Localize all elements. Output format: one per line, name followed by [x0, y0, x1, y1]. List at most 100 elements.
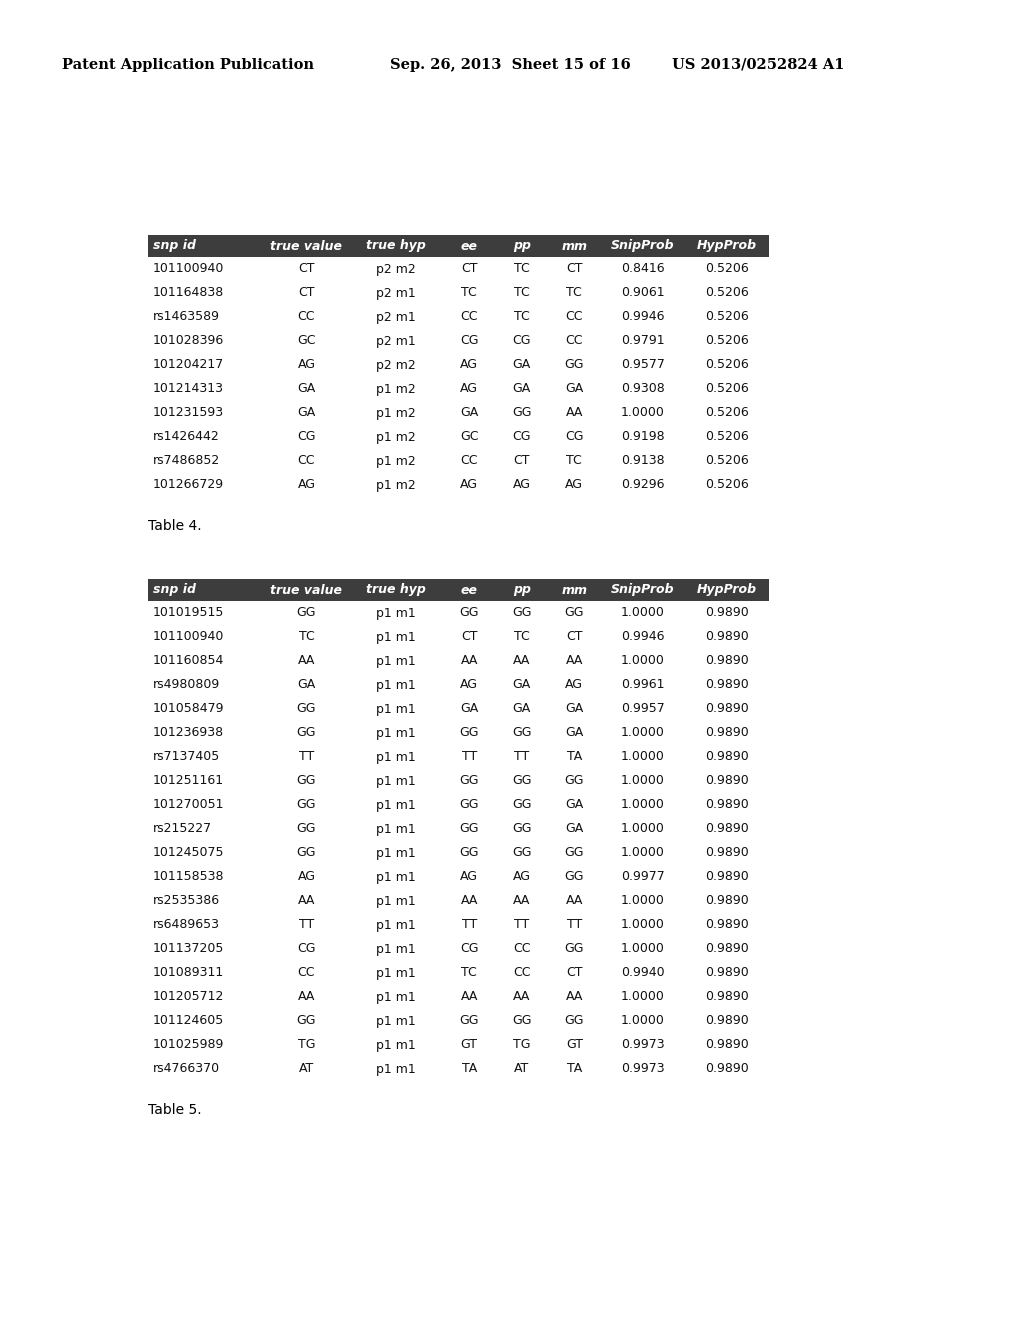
- Text: GA: GA: [565, 383, 584, 396]
- Text: rs4766370: rs4766370: [153, 1063, 220, 1076]
- Bar: [148, 579, 768, 601]
- Bar: [148, 401, 768, 425]
- Text: p1 m1: p1 m1: [377, 751, 416, 763]
- Text: 1.0000: 1.0000: [621, 895, 665, 908]
- Bar: [148, 770, 768, 793]
- Text: GA: GA: [460, 702, 478, 715]
- Text: p1 m1: p1 m1: [377, 606, 416, 619]
- Text: AA: AA: [565, 655, 583, 668]
- Text: 1.0000: 1.0000: [621, 1015, 665, 1027]
- Bar: [148, 865, 768, 888]
- Text: 1.0000: 1.0000: [621, 751, 665, 763]
- Text: p1 m1: p1 m1: [377, 895, 416, 908]
- Text: GG: GG: [512, 407, 531, 420]
- Text: GG: GG: [460, 799, 479, 812]
- Text: 0.9973: 0.9973: [621, 1063, 665, 1076]
- Text: AG: AG: [297, 870, 315, 883]
- Text: 1.0000: 1.0000: [621, 606, 665, 619]
- Bar: [148, 257, 768, 281]
- Text: TG: TG: [513, 1039, 530, 1052]
- Bar: [148, 1034, 768, 1057]
- Text: 0.9961: 0.9961: [621, 678, 665, 692]
- Text: p1 m2: p1 m2: [377, 454, 416, 467]
- Text: GG: GG: [564, 606, 584, 619]
- Text: rs4980809: rs4980809: [153, 678, 220, 692]
- Text: AA: AA: [513, 895, 530, 908]
- Text: TC: TC: [514, 286, 529, 300]
- Text: CT: CT: [298, 286, 314, 300]
- Bar: [148, 425, 768, 449]
- Text: 101058479: 101058479: [153, 702, 224, 715]
- Text: 101214313: 101214313: [153, 383, 224, 396]
- Bar: [148, 937, 768, 961]
- Text: GG: GG: [564, 846, 584, 859]
- Text: TA: TA: [462, 1063, 477, 1076]
- Text: 0.5206: 0.5206: [705, 334, 749, 347]
- Text: GG: GG: [297, 775, 316, 788]
- Text: mm: mm: [561, 239, 588, 252]
- Text: 0.9946: 0.9946: [621, 631, 665, 644]
- Text: AG: AG: [460, 359, 478, 371]
- Text: GG: GG: [297, 726, 316, 739]
- Text: CT: CT: [461, 263, 477, 276]
- Text: TT: TT: [299, 751, 314, 763]
- Bar: [148, 473, 768, 498]
- Text: TA: TA: [566, 1063, 582, 1076]
- Text: p2 m1: p2 m1: [377, 334, 416, 347]
- Text: GA: GA: [513, 383, 530, 396]
- Text: p1 m1: p1 m1: [377, 702, 416, 715]
- Text: rs215227: rs215227: [153, 822, 212, 836]
- Text: 0.9890: 0.9890: [705, 1063, 749, 1076]
- Text: CT: CT: [461, 631, 477, 644]
- Text: GG: GG: [512, 822, 531, 836]
- Bar: [148, 985, 768, 1008]
- Text: GG: GG: [297, 1015, 316, 1027]
- Text: 101231593: 101231593: [153, 407, 224, 420]
- Text: CC: CC: [513, 966, 530, 979]
- Text: GG: GG: [564, 870, 584, 883]
- Text: 101160854: 101160854: [153, 655, 224, 668]
- Text: p1 m2: p1 m2: [377, 430, 416, 444]
- Text: p1 m1: p1 m1: [377, 966, 416, 979]
- Text: GG: GG: [460, 822, 479, 836]
- Text: CT: CT: [513, 454, 530, 467]
- Text: GG: GG: [297, 822, 316, 836]
- Bar: [148, 649, 768, 673]
- Text: AA: AA: [565, 990, 583, 1003]
- Text: 101270051: 101270051: [153, 799, 224, 812]
- Text: AG: AG: [565, 678, 584, 692]
- Text: 0.5206: 0.5206: [705, 479, 749, 491]
- Text: rs1426442: rs1426442: [153, 430, 220, 444]
- Text: AA: AA: [298, 990, 315, 1003]
- Bar: [148, 888, 768, 913]
- Text: p1 m1: p1 m1: [377, 1039, 416, 1052]
- Text: 0.9890: 0.9890: [705, 966, 749, 979]
- Text: 1.0000: 1.0000: [621, 990, 665, 1003]
- Text: 1.0000: 1.0000: [621, 942, 665, 956]
- Text: TT: TT: [462, 919, 477, 932]
- Text: rs6489653: rs6489653: [153, 919, 220, 932]
- Text: 101028396: 101028396: [153, 334, 224, 347]
- Text: 1.0000: 1.0000: [621, 655, 665, 668]
- Text: 0.9890: 0.9890: [705, 822, 749, 836]
- Text: 0.9890: 0.9890: [705, 799, 749, 812]
- Text: 101158538: 101158538: [153, 870, 224, 883]
- Text: 0.9890: 0.9890: [705, 942, 749, 956]
- Text: 0.9890: 0.9890: [705, 606, 749, 619]
- Text: CT: CT: [566, 263, 583, 276]
- Text: p1 m2: p1 m2: [377, 407, 416, 420]
- Text: 101124605: 101124605: [153, 1015, 224, 1027]
- Text: GA: GA: [565, 799, 584, 812]
- Text: p2 m1: p2 m1: [377, 286, 416, 300]
- Text: 1.0000: 1.0000: [621, 799, 665, 812]
- Text: p1 m1: p1 m1: [377, 1063, 416, 1076]
- Text: 0.9890: 0.9890: [705, 775, 749, 788]
- Text: 0.5206: 0.5206: [705, 263, 749, 276]
- Text: ee: ee: [461, 239, 478, 252]
- Text: 0.9890: 0.9890: [705, 726, 749, 739]
- Text: AA: AA: [513, 655, 530, 668]
- Text: GG: GG: [564, 359, 584, 371]
- Text: CG: CG: [297, 430, 315, 444]
- Text: GT: GT: [566, 1039, 583, 1052]
- Bar: [148, 841, 768, 865]
